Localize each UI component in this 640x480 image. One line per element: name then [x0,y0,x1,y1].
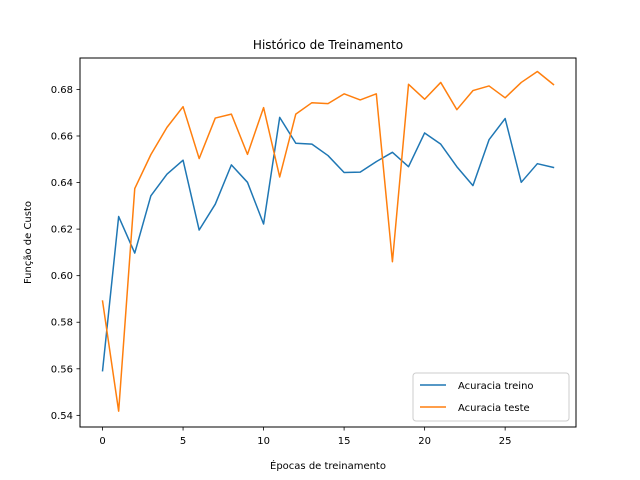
data-point-s0-22 [456,166,458,168]
x-axis-ticks: 0 5 10 15 20 25 [99,427,512,447]
data-point-s1-15 [343,93,345,95]
y-tick-label: 0.58 [51,318,73,329]
data-point-s0-18 [392,152,394,154]
data-point-s0-26 [521,182,523,184]
legend-label-teste: Acuracia teste [458,403,530,414]
data-point-s0-1 [118,216,120,218]
y-tick-label: 0.62 [51,225,73,236]
data-point-s1-11 [279,176,281,178]
data-point-s0-7 [215,203,217,205]
y-tick-label: 0.68 [51,85,73,96]
data-point-s1-19 [408,84,410,86]
data-point-s1-2 [134,188,136,190]
data-point-s0-4 [166,173,168,175]
data-point-s1-22 [456,109,458,111]
data-point-s0-23 [472,185,474,187]
data-point-s0-8 [231,164,233,166]
data-point-s0-24 [488,139,490,141]
chart-legend: Acuracia treino Acuracia teste [412,372,570,422]
legend-label-treino: Acuracia treino [458,381,534,392]
data-point-s1-28 [553,84,555,86]
data-point-s1-17 [376,93,378,95]
legend-frame [412,372,570,422]
plot-series [101,70,555,412]
data-point-s0-5 [182,159,184,161]
plot-frame [79,57,577,428]
data-point-s1-26 [521,82,523,84]
x-tick-label: 15 [338,436,351,447]
y-tick-label: 0.54 [51,411,73,422]
data-point-s0-3 [150,195,152,197]
data-point-s1-9 [247,154,249,156]
data-point-s1-10 [263,107,265,109]
data-point-s1-12 [295,113,297,115]
data-point-s0-16 [359,171,361,173]
data-point-s0-21 [440,143,442,145]
x-tick-label: 5 [180,436,186,447]
data-point-s1-13 [311,102,313,104]
data-point-s0-28 [553,167,555,169]
data-point-s0-13 [311,143,313,145]
data-point-s1-5 [182,106,184,108]
data-point-s0-19 [408,166,410,168]
data-point-s1-18 [392,261,394,263]
chart-title: Histórico de Treinamento [253,38,403,52]
series-line-0 [101,116,555,372]
data-point-s0-6 [198,229,200,231]
y-tick-label: 0.66 [51,131,73,142]
y-tick-label: 0.64 [51,178,73,189]
y-tick-label: 0.60 [51,271,73,282]
data-point-s0-0 [102,370,104,372]
series-line-1 [101,70,555,412]
data-point-s0-12 [295,142,297,144]
data-point-s1-6 [198,158,200,160]
x-tick-label: 10 [257,436,270,447]
data-point-s0-25 [504,118,506,120]
x-axis-label: Épocas de treinamento [270,459,386,472]
data-point-s0-14 [327,155,329,157]
data-point-s1-14 [327,103,329,105]
y-tick-label: 0.56 [51,364,73,375]
data-point-s1-27 [537,71,539,73]
data-point-s0-9 [247,182,249,184]
data-point-s1-21 [440,82,442,84]
data-point-s0-20 [424,132,426,134]
data-point-s1-8 [231,113,233,115]
data-point-s1-1 [118,410,120,412]
data-point-s0-15 [343,172,345,174]
data-point-s1-25 [504,97,506,99]
data-point-s1-24 [488,85,490,87]
data-point-s1-4 [166,127,168,129]
data-point-s1-16 [359,99,361,101]
data-point-s1-3 [150,154,152,156]
x-tick-label: 0 [99,436,105,447]
data-point-s1-7 [215,117,217,119]
y-axis-label: Função de Custo [23,201,34,284]
data-point-s0-10 [263,223,265,225]
data-point-s1-23 [472,90,474,92]
x-tick-label: 25 [499,436,512,447]
data-point-s1-0 [102,300,104,302]
data-point-s0-27 [537,163,539,165]
y-axis-ticks: 0.54 0.56 0.58 0.60 0.62 0.64 0.66 0.68 [51,85,80,422]
data-point-s0-2 [134,252,136,254]
x-tick-label: 20 [418,436,431,447]
data-point-s0-17 [376,161,378,163]
data-point-s1-20 [424,98,426,100]
data-point-s0-11 [279,117,281,119]
